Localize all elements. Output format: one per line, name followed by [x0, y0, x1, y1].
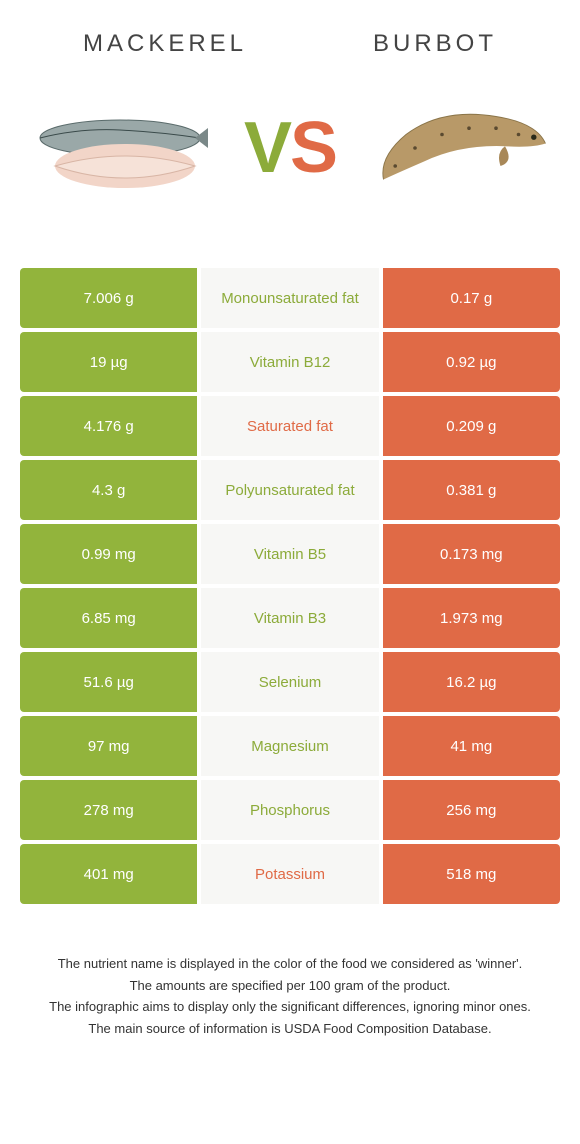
footer-line: The amounts are specified per 100 gram o… — [40, 976, 540, 996]
right-value: 518 mg — [383, 844, 560, 904]
left-value: 51.6 µg — [20, 652, 197, 712]
right-value: 1.973 mg — [383, 588, 560, 648]
left-value: 278 mg — [20, 780, 197, 840]
right-value: 0.209 g — [383, 396, 560, 456]
nutrient-label: Phosphorus — [201, 780, 378, 840]
table-row: 0.99 mgVitamin B50.173 mg — [20, 524, 560, 584]
right-value: 0.92 µg — [383, 332, 560, 392]
footer-line: The infographic aims to display only the… — [40, 997, 540, 1017]
table-row: 401 mgPotassium518 mg — [20, 844, 560, 904]
right-value: 0.173 mg — [383, 524, 560, 584]
nutrient-label: Monounsaturated fat — [201, 268, 378, 328]
footer-notes: The nutrient name is displayed in the co… — [0, 924, 580, 1070]
burbot-image — [370, 88, 550, 208]
left-value: 19 µg — [20, 332, 197, 392]
vs-s: S — [290, 107, 336, 189]
nutrient-label: Vitamin B5 — [201, 524, 378, 584]
left-value: 7.006 g — [20, 268, 197, 328]
left-value: 97 mg — [20, 716, 197, 776]
right-value: 41 mg — [383, 716, 560, 776]
footer-line: The main source of information is USDA F… — [40, 1019, 540, 1039]
nutrient-label: Selenium — [201, 652, 378, 712]
nutrient-label: Potassium — [201, 844, 378, 904]
left-value: 6.85 mg — [20, 588, 197, 648]
table-row: 278 mgPhosphorus256 mg — [20, 780, 560, 840]
nutrient-label: Vitamin B12 — [201, 332, 378, 392]
footer-line: The nutrient name is displayed in the co… — [40, 954, 540, 974]
table-row: 4.176 gSaturated fat0.209 g — [20, 396, 560, 456]
table-row: 51.6 µgSelenium16.2 µg — [20, 652, 560, 712]
left-value: 401 mg — [20, 844, 197, 904]
left-food-title: Mackerel — [83, 30, 247, 58]
table-row: 4.3 gPolyunsaturated fat0.381 g — [20, 460, 560, 520]
nutrient-label: Polyunsaturated fat — [201, 460, 378, 520]
left-value: 4.3 g — [20, 460, 197, 520]
table-row: 97 mgMagnesium41 mg — [20, 716, 560, 776]
right-food-title: Burbot — [373, 30, 497, 58]
right-value: 0.17 g — [383, 268, 560, 328]
nutrient-label: Magnesium — [201, 716, 378, 776]
table-row: 7.006 gMonounsaturated fat0.17 g — [20, 268, 560, 328]
comparison-table: 7.006 gMonounsaturated fat0.17 g19 µgVit… — [20, 268, 560, 904]
header: Mackerel Burbot — [0, 0, 580, 68]
table-row: 6.85 mgVitamin B31.973 mg — [20, 588, 560, 648]
left-value: 0.99 mg — [20, 524, 197, 584]
table-row: 19 µgVitamin B120.92 µg — [20, 332, 560, 392]
vs-v: V — [244, 107, 290, 189]
right-value: 16.2 µg — [383, 652, 560, 712]
mackerel-image — [30, 88, 210, 208]
nutrient-label: Saturated fat — [201, 396, 378, 456]
right-value: 0.381 g — [383, 460, 560, 520]
right-value: 256 mg — [383, 780, 560, 840]
vs-label: VS — [244, 107, 336, 189]
vs-row: VS — [0, 68, 580, 248]
nutrient-label: Vitamin B3 — [201, 588, 378, 648]
left-value: 4.176 g — [20, 396, 197, 456]
